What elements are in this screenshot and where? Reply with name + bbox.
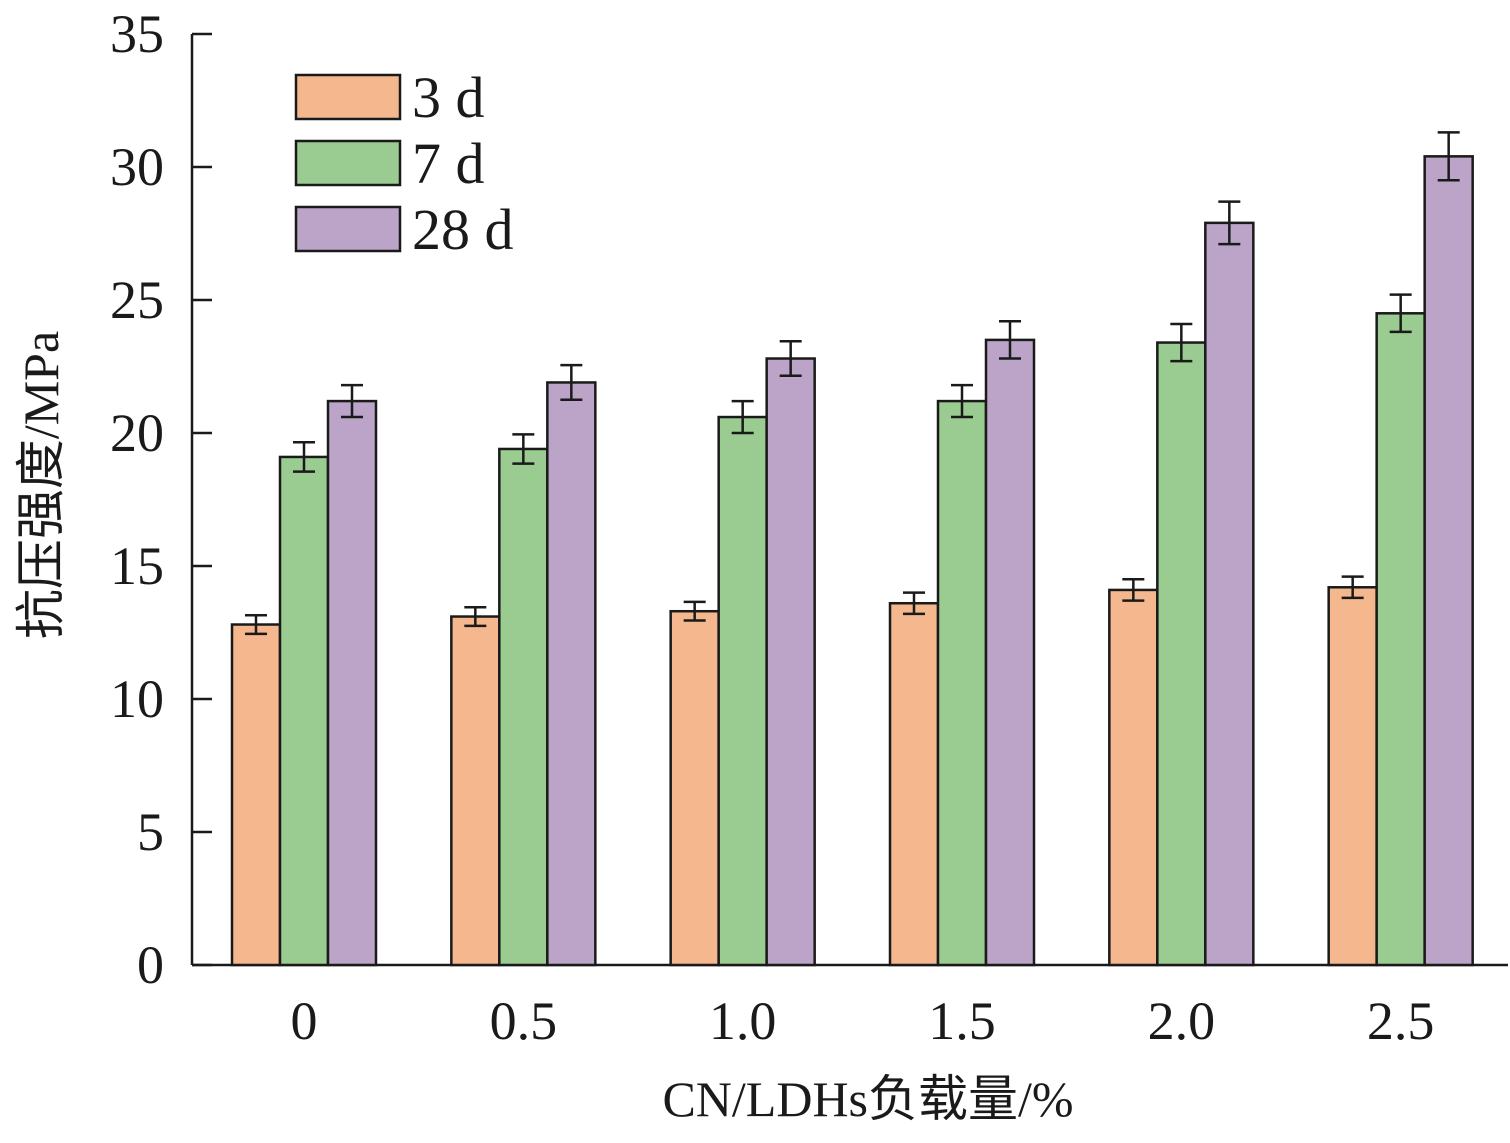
legend-label: 3 d xyxy=(412,65,485,130)
y-tick-label: 35 xyxy=(110,4,164,64)
x-axis-label: CN/LDHs负载量/% xyxy=(662,1071,1073,1127)
y-tick-label: 25 xyxy=(110,270,164,330)
y-axis: 0 5 10 15 20 25 30 35 xyxy=(110,4,212,995)
x-tick-label: 0 xyxy=(291,991,318,1051)
bar-7d-1.0 xyxy=(717,415,768,967)
bar-28d-0 xyxy=(326,399,378,967)
bar-3d-0.5 xyxy=(450,615,501,967)
y-tick-label: 20 xyxy=(110,403,164,463)
y-tick-label: 0 xyxy=(137,935,164,995)
x-tick-label: 2.5 xyxy=(1367,991,1435,1051)
x-axis: 0 0.5 1.0 1.5 2.0 2.5 xyxy=(192,947,1508,1051)
bar-3d-0 xyxy=(230,623,282,967)
legend: 3 d7 d28 d xyxy=(294,65,514,262)
legend-label: 7 d xyxy=(412,131,485,196)
bar-3d-2.0 xyxy=(1108,588,1159,967)
y-axis-label: 抗压强度/MPa xyxy=(13,331,69,639)
x-tick-label: 2.0 xyxy=(1148,991,1216,1051)
bar-28d-2.5 xyxy=(1423,155,1474,967)
bar-7d-1.5 xyxy=(936,399,988,967)
bars-group xyxy=(230,155,1474,967)
bar-28d-1.0 xyxy=(765,357,816,967)
x-tick-label: 0.5 xyxy=(490,991,558,1051)
bar-7d-0.5 xyxy=(498,447,549,967)
bar-28d-0.5 xyxy=(546,381,597,967)
y-tick-label: 5 xyxy=(137,802,164,862)
y-tick-label: 15 xyxy=(110,536,164,596)
legend-label: 28 d xyxy=(412,197,514,262)
error-bars-group xyxy=(245,131,1460,636)
bar-28d-2.0 xyxy=(1204,221,1255,967)
bar-3d-1.0 xyxy=(669,609,720,967)
bar-3d-2.5 xyxy=(1327,586,1378,967)
bar-3d-1.5 xyxy=(888,601,940,967)
bar-7d-2.5 xyxy=(1375,312,1426,967)
y-tick-label: 30 xyxy=(110,137,164,197)
legend-swatch xyxy=(294,73,402,121)
x-tick-label: 1.0 xyxy=(709,991,777,1051)
y-tick-label: 10 xyxy=(110,669,164,729)
legend-swatch xyxy=(294,205,402,253)
bar-7d-0 xyxy=(278,455,330,967)
bar-7d-2.0 xyxy=(1156,341,1207,967)
legend-swatch xyxy=(294,139,402,187)
x-tick-label: 1.5 xyxy=(928,991,996,1051)
bar-28d-1.5 xyxy=(984,338,1036,967)
